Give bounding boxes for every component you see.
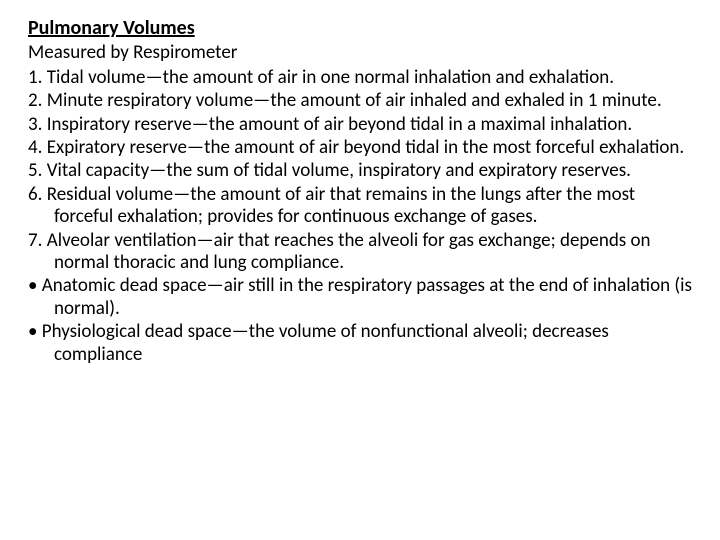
list-item: • Anatomic dead space—air still in the r… xyxy=(28,275,692,320)
list-item: • Physiological dead space—the volume of… xyxy=(28,321,692,366)
list-item: 1. Tidal volume—the amount of air in one… xyxy=(28,67,692,89)
list-item: 7. Alveolar ventilation—air that reaches… xyxy=(28,230,692,275)
list-item: 4. Expiratory reserve—the amount of air … xyxy=(28,137,692,159)
list-item: 6. Residual volume—the amount of air tha… xyxy=(28,184,692,229)
list-item: 2. Minute respiratory volume—the amount … xyxy=(28,90,692,112)
slide-subtitle: Measured by Respirometer xyxy=(28,42,692,65)
list-item: 5. Vital capacity—the sum of tidal volum… xyxy=(28,160,692,182)
list-item: 3. Inspiratory reserve—the amount of air… xyxy=(28,114,692,136)
slide-content: Pulmonary Volumes Measured by Respiromet… xyxy=(0,0,720,383)
slide-title: Pulmonary Volumes xyxy=(28,16,692,40)
